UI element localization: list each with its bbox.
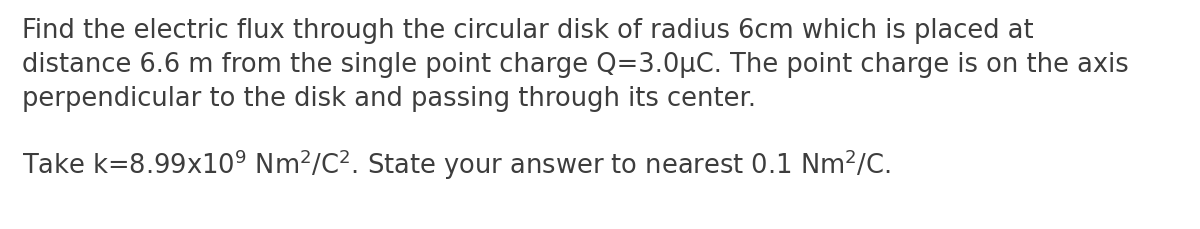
Text: Find the electric flux through the circular disk of radius 6cm which is placed a: Find the electric flux through the circu… (22, 18, 1033, 44)
Text: distance 6.6 m from the single point charge Q=3.0μC. The point charge is on the : distance 6.6 m from the single point cha… (22, 52, 1129, 78)
Text: perpendicular to the disk and passing through its center.: perpendicular to the disk and passing th… (22, 86, 756, 112)
Text: Take k=8.99x10$^{9}$ Nm$^{2}$/C$^{2}$. State your answer to nearest 0.1 Nm$^{2}$: Take k=8.99x10$^{9}$ Nm$^{2}$/C$^{2}$. S… (22, 147, 890, 182)
